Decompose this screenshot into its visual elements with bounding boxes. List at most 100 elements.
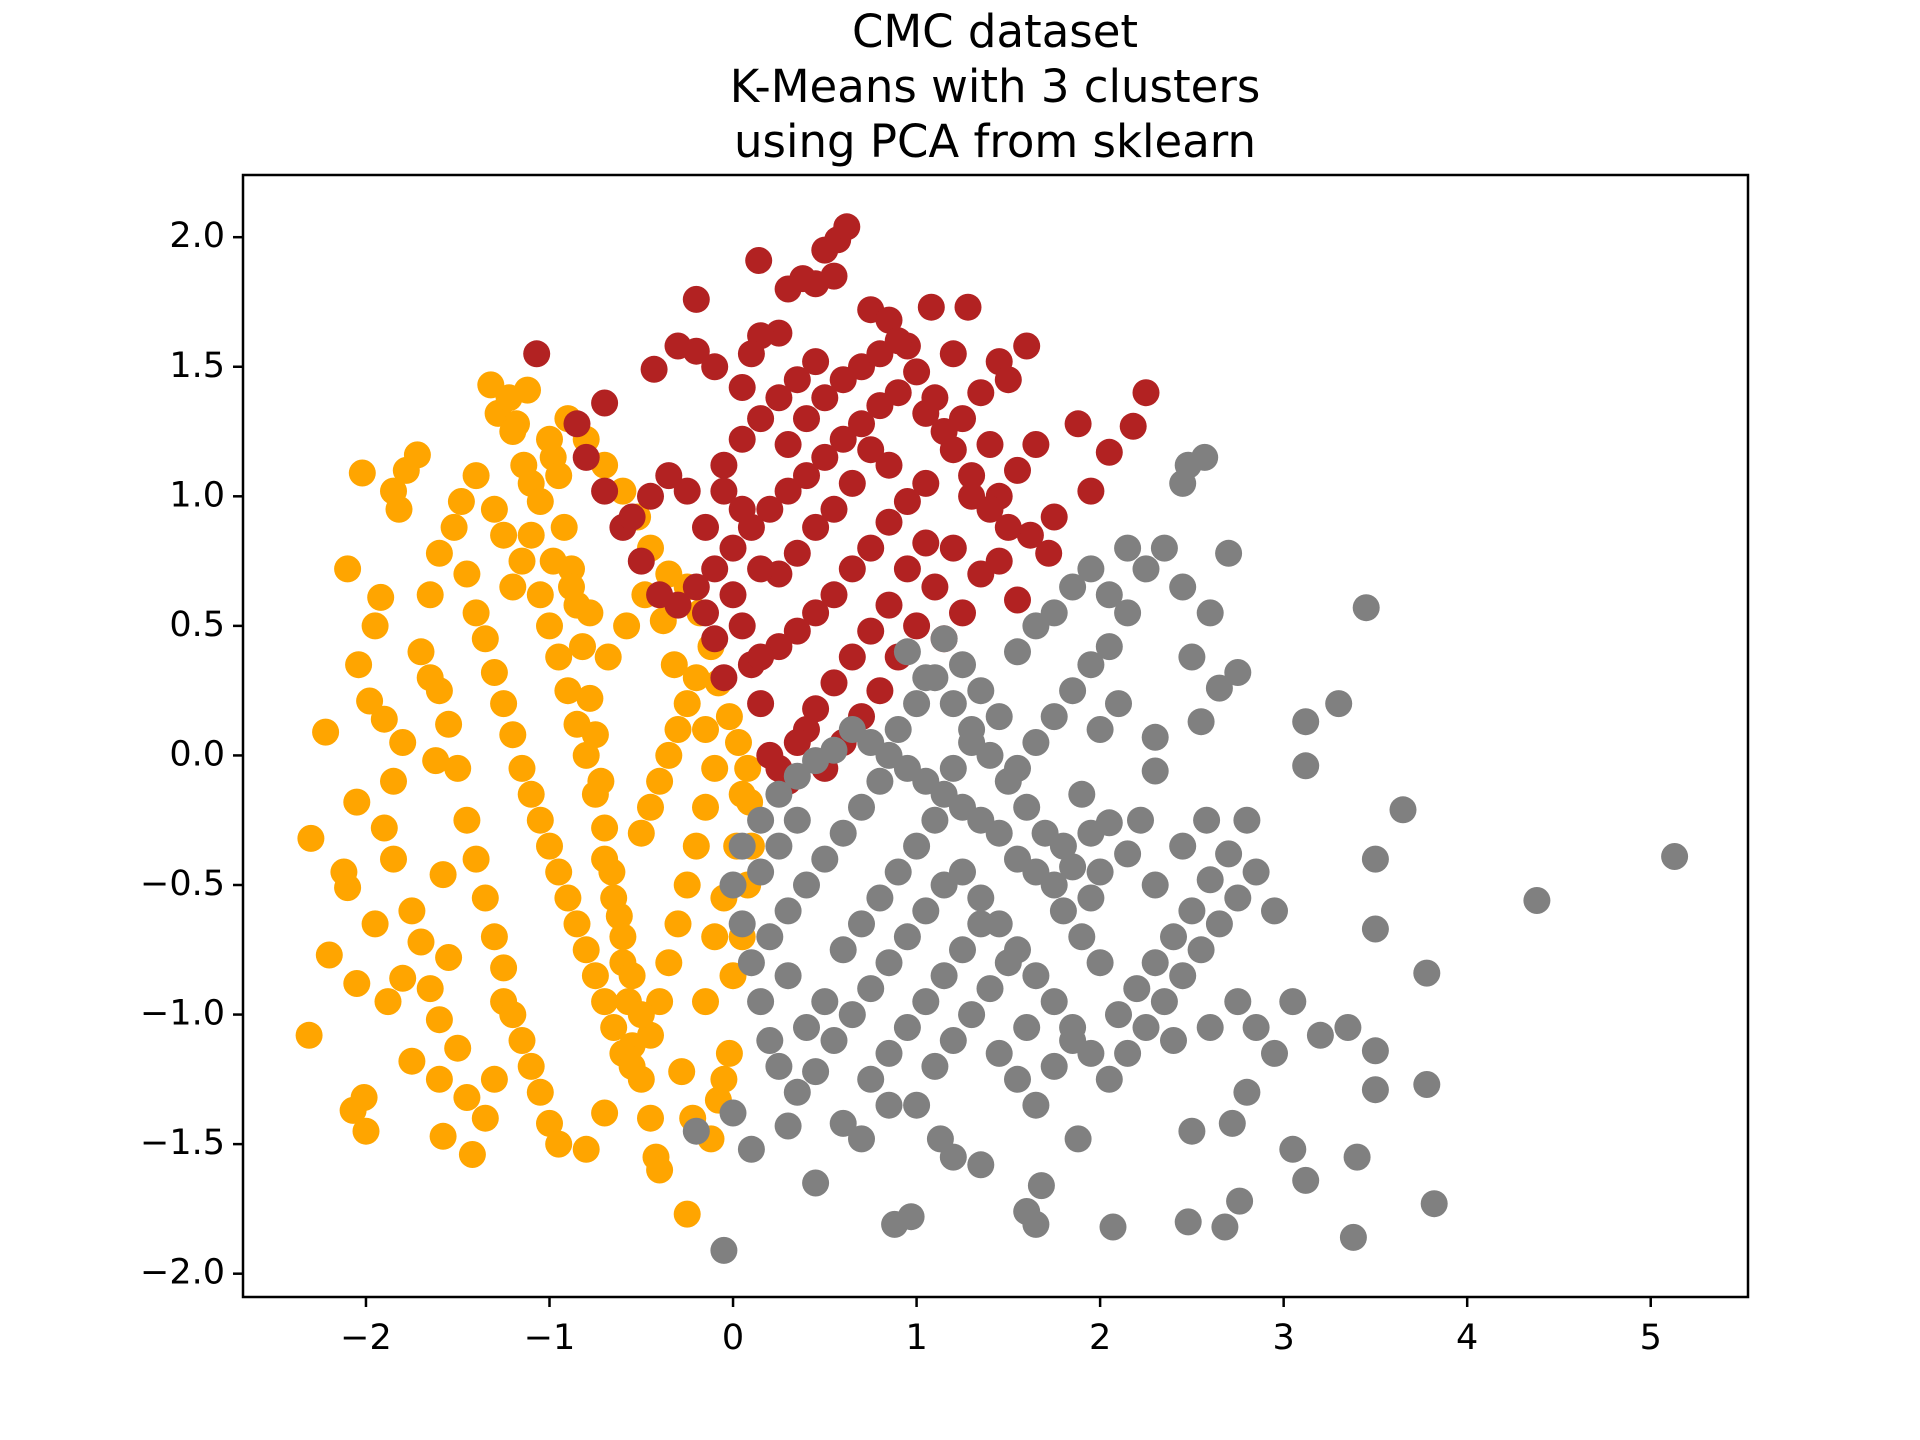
data-point xyxy=(783,617,811,645)
data-point xyxy=(967,1151,995,1179)
data-point xyxy=(618,503,646,531)
data-point xyxy=(1114,534,1142,562)
data-point xyxy=(1279,988,1307,1016)
data-point xyxy=(939,340,967,368)
data-point xyxy=(429,1122,457,1150)
data-point xyxy=(1004,586,1031,614)
data-point xyxy=(374,988,402,1016)
data-point xyxy=(407,638,435,666)
data-point xyxy=(875,1091,903,1119)
data-point xyxy=(1224,884,1252,912)
data-point xyxy=(655,560,683,588)
data-point xyxy=(903,358,931,386)
data-point xyxy=(1150,988,1178,1016)
data-point xyxy=(1127,806,1154,834)
data-point xyxy=(737,1135,765,1163)
y-axis: 2.0 1.5 1.0 0.5 0.0 −0.5 −1.0 −1.5 −2.0 xyxy=(140,216,243,1293)
data-point xyxy=(747,405,775,433)
data-point xyxy=(554,884,582,912)
data-point xyxy=(526,1078,554,1106)
data-point xyxy=(875,949,903,977)
data-point xyxy=(370,705,398,733)
data-point xyxy=(774,275,802,303)
data-point xyxy=(1224,659,1252,686)
y-tick-label: −1.5 xyxy=(140,1123,225,1163)
data-point xyxy=(848,793,875,821)
data-point xyxy=(444,754,472,782)
data-point xyxy=(1187,936,1215,964)
data-point xyxy=(1059,677,1087,705)
data-point xyxy=(572,936,600,964)
data-point xyxy=(1086,716,1114,743)
data-point xyxy=(422,747,450,775)
data-point xyxy=(664,716,692,743)
data-point xyxy=(352,1117,380,1145)
data-point xyxy=(811,443,839,471)
data-point xyxy=(563,410,591,438)
data-point xyxy=(440,513,468,541)
data-point xyxy=(1169,469,1197,497)
data-point xyxy=(609,923,637,951)
data-point xyxy=(866,767,894,795)
data-points xyxy=(295,213,1689,1264)
data-point xyxy=(793,1014,820,1041)
data-point xyxy=(838,716,866,743)
data-point xyxy=(356,687,384,715)
data-point xyxy=(646,767,674,795)
data-point xyxy=(569,633,596,661)
data-point xyxy=(866,392,894,420)
data-point xyxy=(1211,1213,1239,1241)
data-point xyxy=(701,923,729,951)
data-point xyxy=(315,941,343,969)
data-point xyxy=(664,910,692,938)
data-point xyxy=(1095,633,1123,661)
x-axis: −2 −1 0 1 2 3 4 5 xyxy=(340,1297,1662,1358)
data-point xyxy=(715,1039,743,1067)
data-point xyxy=(572,741,600,769)
data-point xyxy=(994,513,1022,541)
data-point xyxy=(581,780,609,808)
data-point xyxy=(747,690,775,718)
data-point xyxy=(1325,690,1353,718)
data-point xyxy=(756,495,784,523)
data-point xyxy=(728,832,756,860)
data-point xyxy=(745,247,773,274)
y-tick-label: −2.0 xyxy=(140,1253,225,1293)
data-point xyxy=(1004,845,1031,873)
data-point xyxy=(1279,1135,1307,1163)
data-point xyxy=(903,690,931,718)
data-point xyxy=(949,599,976,627)
data-point xyxy=(682,573,710,601)
data-point xyxy=(435,710,463,738)
data-point xyxy=(416,975,444,1003)
data-point xyxy=(701,625,729,653)
data-point xyxy=(1132,555,1160,583)
data-point xyxy=(893,1014,921,1041)
data-point xyxy=(1059,573,1087,601)
data-point xyxy=(701,353,729,381)
data-point xyxy=(462,599,490,627)
data-point xyxy=(389,729,417,756)
data-point xyxy=(1233,1078,1261,1106)
data-point xyxy=(838,1001,866,1029)
data-point xyxy=(728,910,756,938)
data-point xyxy=(802,747,830,775)
data-point xyxy=(903,1091,931,1119)
data-point xyxy=(1352,594,1380,622)
data-point xyxy=(897,1203,925,1231)
data-point xyxy=(1169,832,1197,860)
data-point xyxy=(370,814,398,842)
data-point xyxy=(416,581,444,609)
data-point xyxy=(682,285,710,313)
x-tick-label: 2 xyxy=(1089,1318,1111,1358)
data-point xyxy=(1004,638,1031,666)
data-point xyxy=(737,340,765,368)
data-point xyxy=(536,1109,563,1137)
data-point xyxy=(490,690,518,718)
data-point xyxy=(545,858,573,886)
data-point xyxy=(1105,1001,1132,1029)
data-point xyxy=(930,625,958,653)
data-point xyxy=(747,858,775,886)
data-point xyxy=(692,988,719,1016)
